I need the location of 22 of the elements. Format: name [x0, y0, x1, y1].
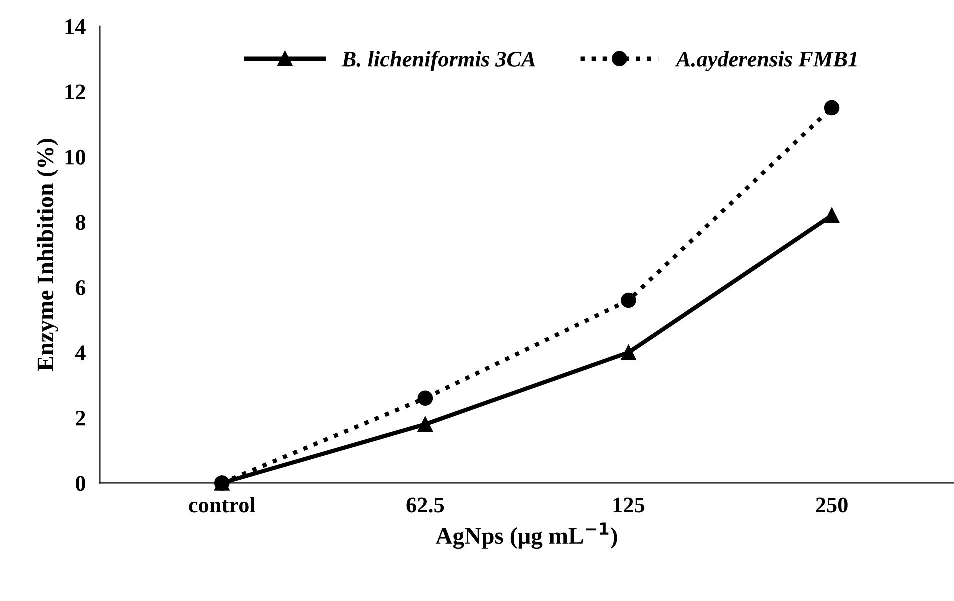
legend-label: B. licheniformis 3CA: [342, 51, 536, 72]
y-tick-label: 4: [75, 346, 86, 360]
y-tick-label: 6: [76, 280, 86, 296]
y-tick-label: 14: [66, 19, 86, 34]
y-axis-title: Enzyme Inhibition (%): [37, 139, 59, 372]
point: [824, 100, 840, 116]
legend-label: A.ayderensis FMB1: [675, 51, 857, 72]
point: [621, 345, 636, 360]
y-tick-label: 8: [76, 215, 86, 230]
y-tick-label: 12: [66, 84, 86, 100]
y-tick-label: 2: [76, 410, 86, 426]
y-tick-label: 0: [76, 476, 86, 492]
x-tick-label: 62.5: [406, 498, 444, 513]
x-tick-label: control: [189, 497, 256, 513]
x-tick-label: 125: [614, 498, 645, 513]
point: [418, 390, 434, 406]
point: [824, 208, 840, 224]
x-axis-title: AgNps (μg mL$^{−1}$): [436, 522, 618, 550]
point: [621, 292, 636, 308]
y-tick-label: 10: [66, 150, 86, 165]
x-tick-label: 250: [816, 498, 848, 513]
point: [418, 416, 434, 432]
